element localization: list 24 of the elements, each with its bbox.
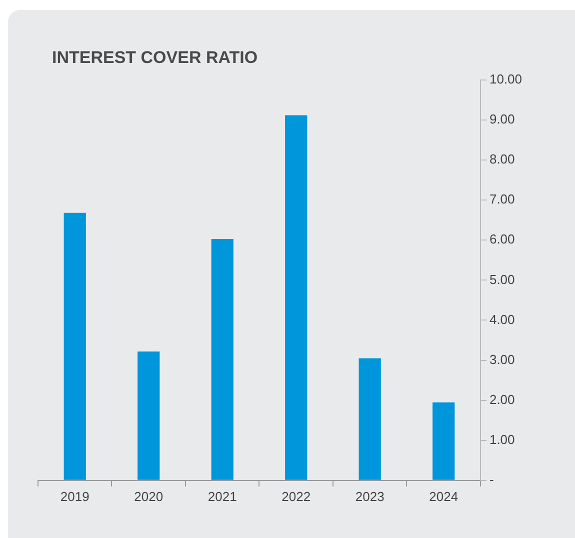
bar — [285, 115, 308, 480]
x-tick-label: 2022 — [282, 488, 311, 504]
bar — [138, 351, 160, 480]
y-tick-label: 9.00 — [489, 112, 515, 127]
y-tick-label: 6.00 — [489, 232, 515, 247]
y-tick-label: 1.00 — [489, 432, 515, 447]
y-tick-label: 2.00 — [489, 392, 515, 407]
x-tick-label: 2021 — [208, 488, 237, 504]
y-tick-label: 4.00 — [489, 312, 515, 327]
y-tick-label: 3.00 — [489, 352, 515, 367]
y-tick-label: 8.00 — [489, 152, 515, 167]
x-tick-label: 2023 — [355, 488, 384, 504]
y-tick-label: 5.00 — [489, 272, 515, 287]
bar — [211, 238, 234, 480]
bar — [358, 358, 381, 480]
x-tick-label: 2024 — [429, 488, 458, 504]
chart-title: INTEREST COVER RATIO — [52, 48, 258, 68]
y-tick-label: 10.00 — [489, 72, 522, 87]
bar — [64, 212, 86, 480]
bar — [432, 402, 455, 480]
y-tick-label: 7.00 — [489, 192, 515, 207]
x-tick-label: 2020 — [134, 488, 164, 504]
x-tick-label: 2019 — [60, 488, 90, 504]
y-tick-label: - — [489, 472, 494, 487]
